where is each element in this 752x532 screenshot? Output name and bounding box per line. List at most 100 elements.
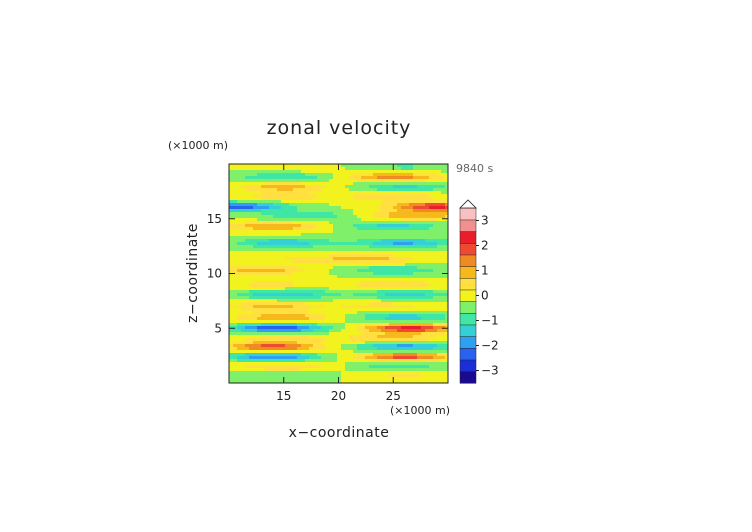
heatmap-cell <box>309 335 314 339</box>
heatmap-cell <box>441 362 446 366</box>
heatmap-cell <box>353 326 358 330</box>
heatmap-cell <box>317 266 322 270</box>
heatmap-cell <box>385 308 390 312</box>
heatmap-cell <box>377 197 382 201</box>
heatmap-cell <box>265 371 270 375</box>
heatmap-cell <box>385 185 390 189</box>
heatmap-cell <box>309 263 314 267</box>
heatmap-cell <box>401 317 406 321</box>
heatmap-cell <box>345 344 350 348</box>
heatmap-cell <box>237 239 242 243</box>
heatmap-cell <box>317 368 322 372</box>
heatmap-cell <box>313 350 318 354</box>
heatmap-cell <box>273 269 278 273</box>
heatmap-cell <box>401 326 406 330</box>
heatmap-cell <box>385 350 390 354</box>
heatmap-cell <box>369 194 374 198</box>
heatmap-cell <box>437 362 442 366</box>
heatmap-cell <box>301 335 306 339</box>
heatmap-cell <box>253 236 258 240</box>
heatmap-cell <box>261 233 266 237</box>
heatmap-cell <box>425 371 430 375</box>
heatmap-cell <box>249 260 254 264</box>
heatmap-cell <box>309 299 314 303</box>
heatmap-cell <box>381 266 386 270</box>
heatmap-cell <box>433 254 438 258</box>
heatmap-cell <box>353 215 358 219</box>
heatmap-cell <box>389 305 394 309</box>
heatmap-cell <box>297 233 302 237</box>
heatmap-cell <box>285 326 290 330</box>
heatmap-cell <box>421 341 426 345</box>
heatmap-cell <box>369 176 374 180</box>
heatmap-cell <box>329 344 334 348</box>
heatmap-cell <box>309 320 314 324</box>
heatmap-cell <box>397 308 402 312</box>
heatmap-cell <box>289 230 294 234</box>
heatmap-cell <box>273 236 278 240</box>
heatmap-cell <box>353 308 358 312</box>
heatmap-cell <box>297 221 302 225</box>
heatmap-cell <box>361 302 366 306</box>
heatmap-cell <box>241 251 246 255</box>
heatmap-cell <box>437 296 442 300</box>
colorbar-swatch <box>459 289 477 302</box>
heatmap-cell <box>441 332 446 336</box>
heatmap-cell <box>349 323 354 327</box>
heatmap-cell <box>413 359 418 363</box>
heatmap-cell <box>409 218 414 222</box>
heatmap-cell <box>241 263 246 267</box>
heatmap-cell <box>445 359 448 363</box>
heatmap-cell <box>237 335 242 339</box>
heatmap-cell <box>289 239 294 243</box>
heatmap-cell <box>301 254 306 258</box>
heatmap-cell <box>365 362 370 366</box>
heatmap-cell <box>349 203 354 207</box>
heatmap-cell <box>329 266 334 270</box>
heatmap-cell <box>413 362 418 366</box>
heatmap-cell <box>393 203 398 207</box>
heatmap-cell <box>341 206 346 210</box>
heatmap-cell <box>277 254 282 258</box>
heatmap-cell <box>345 191 350 195</box>
heatmap-cell <box>281 221 286 225</box>
heatmap-cell <box>321 179 326 183</box>
heatmap-cell <box>429 266 434 270</box>
heatmap-cell <box>349 341 354 345</box>
heatmap-cell <box>273 209 278 213</box>
heatmap-cell <box>349 344 354 348</box>
heatmap-cell <box>273 287 278 291</box>
heatmap-cell <box>249 350 254 354</box>
heatmap-cell <box>253 266 258 270</box>
heatmap-cell <box>233 332 238 336</box>
heatmap-cell <box>273 296 278 300</box>
heatmap-cell <box>345 203 350 207</box>
heatmap-cell <box>405 194 410 198</box>
heatmap-cell <box>353 245 358 249</box>
heatmap-cell <box>321 260 326 264</box>
heatmap-cell <box>381 329 386 333</box>
heatmap-cell <box>401 257 406 261</box>
heatmap-cell <box>229 176 234 180</box>
heatmap-cell <box>365 284 370 288</box>
heatmap-cell <box>409 344 414 348</box>
heatmap-cell <box>257 215 262 219</box>
heatmap-cell <box>357 245 362 249</box>
heatmap-cell <box>417 296 422 300</box>
heatmap-cell <box>261 344 266 348</box>
heatmap-cell <box>333 341 338 345</box>
heatmap-cell <box>337 194 342 198</box>
heatmap-cell <box>285 311 290 315</box>
heatmap-cell <box>297 164 302 168</box>
heatmap-cell <box>329 296 334 300</box>
heatmap-cell <box>293 332 298 336</box>
heatmap-cell <box>289 236 294 240</box>
heatmap-cell <box>301 371 306 375</box>
heatmap-cell <box>337 317 342 321</box>
heatmap-cell <box>293 251 298 255</box>
heatmap-cell <box>365 341 370 345</box>
heatmap-cell <box>257 221 262 225</box>
heatmap-cell <box>289 365 294 369</box>
heatmap-cell <box>353 248 358 252</box>
heatmap-cell <box>277 350 282 354</box>
